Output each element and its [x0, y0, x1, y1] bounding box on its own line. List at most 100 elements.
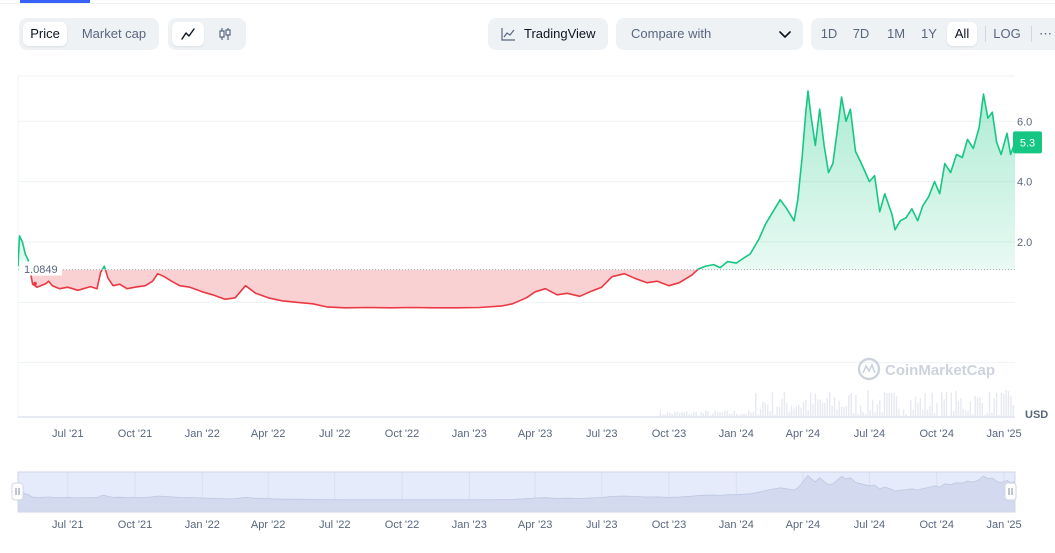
volume-bar: [814, 393, 817, 417]
volume-bar: [936, 403, 938, 417]
volume-bar: [793, 408, 795, 417]
range-all-button[interactable]: All: [947, 22, 977, 46]
price-marketcap-toggle: Price Market cap: [19, 18, 159, 50]
log-scale-button[interactable]: LOG: [993, 26, 1021, 41]
tab-market-cap[interactable]: Market cap: [81, 26, 147, 41]
x-tick-label: Apr '23: [518, 428, 553, 440]
navigator-handle-left[interactable]: [11, 482, 24, 501]
volume-bar: [852, 413, 855, 417]
volume-bar: [759, 408, 762, 417]
volume-bar: [874, 412, 876, 417]
line-chart-icon: [181, 28, 195, 40]
navigator-handle-right[interactable]: [1004, 482, 1017, 501]
chart-toolbar: Price Market cap TradingView Compare wit…: [0, 0, 1055, 60]
volume-bar: [750, 412, 752, 417]
volume-bar: [800, 407, 802, 417]
active-tab-indicator: [20, 0, 90, 3]
range-1d-button[interactable]: 1D: [820, 26, 838, 41]
volume-bar: [838, 400, 840, 417]
volume-bar: [669, 412, 671, 417]
range-divider: [985, 26, 986, 42]
range-1y-button[interactable]: 1Y: [921, 26, 937, 41]
volume-bar: [671, 414, 673, 417]
volume-bar: [678, 412, 681, 417]
volume-bar: [774, 414, 776, 417]
volume-bars: [657, 390, 1014, 417]
navigator-x-tick-label: Jul '24: [854, 519, 885, 531]
volume-bar: [862, 412, 864, 417]
range-7d-button[interactable]: 7D: [852, 26, 870, 41]
volume-bar: [845, 405, 848, 417]
volume-bar: [993, 398, 995, 417]
candlestick-button[interactable]: [208, 22, 242, 46]
volume-bar: [745, 414, 747, 417]
volume-bar: [919, 398, 921, 417]
volume-bar: [786, 402, 788, 417]
start-price-marker: [33, 281, 37, 286]
volume-bar: [1003, 393, 1005, 417]
compare-with-dropdown[interactable]: Compare with: [616, 18, 803, 50]
price-area-down: [18, 269, 1015, 308]
volume-bar: [819, 399, 821, 417]
navigator-x-tick-label: Jan '22: [185, 519, 220, 531]
compare-with-label: Compare with: [631, 26, 712, 41]
range-1m-button[interactable]: 1M: [886, 26, 906, 41]
volume-bar: [902, 409, 905, 417]
volume-bar: [895, 396, 898, 417]
tradingview-button[interactable]: TradingView: [488, 18, 608, 50]
volume-bar: [972, 414, 974, 417]
volume-bar: [674, 411, 676, 417]
volume-bar: [693, 411, 695, 417]
volume-bar: [867, 390, 869, 417]
navigator-selection[interactable]: [17, 471, 1016, 513]
volume-bar: [685, 411, 688, 417]
volume-bar: [664, 414, 666, 417]
volume-bar: [991, 412, 993, 417]
x-tick-label: Apr '22: [251, 428, 286, 440]
more-options-button[interactable]: ⋯: [1039, 26, 1053, 41]
volume-bar: [893, 392, 895, 417]
tab-price[interactable]: Price: [23, 22, 67, 46]
volume-bar: [771, 392, 774, 417]
navigator-x-tick-label: Oct '24: [919, 519, 954, 531]
volume-bar: [733, 411, 735, 417]
volume-bar: [922, 409, 924, 417]
volume-bar: [848, 395, 850, 417]
volume-bar: [1005, 390, 1007, 417]
line-chart-button[interactable]: [172, 22, 204, 46]
volume-bar: [860, 405, 862, 417]
volume-bar: [788, 411, 790, 417]
volume-bar: [709, 415, 712, 417]
volume-bar: [840, 406, 843, 417]
volume-bar: [924, 393, 926, 417]
navigator-x-tick-label: Oct '22: [385, 519, 420, 531]
volume-bar: [850, 393, 852, 417]
volume-bar: [995, 392, 998, 417]
volume-bar: [662, 414, 664, 417]
volume-bar: [969, 401, 972, 417]
x-tick-label: Oct '22: [385, 428, 420, 440]
volume-bar: [817, 399, 819, 417]
volume-bar: [948, 415, 950, 417]
volume-bar: [941, 392, 943, 417]
volume-bar: [926, 409, 929, 417]
tradingview-label: TradingView: [524, 26, 596, 41]
volume-bar: [914, 396, 917, 417]
coinmarketcap-watermark: CoinMarketCap: [857, 357, 995, 381]
candlestick-icon: [219, 28, 231, 40]
volume-bar: [831, 405, 833, 417]
volume-bar: [681, 411, 683, 417]
volume-bar: [697, 415, 700, 417]
x-tick-label: Jan '23: [452, 428, 487, 440]
navigator-x-tick-label: Oct '21: [118, 519, 153, 531]
volume-bar: [666, 411, 669, 417]
volume-bar: [957, 401, 960, 417]
volume-bar: [955, 390, 957, 417]
volume-bar: [781, 398, 783, 417]
volume-bar: [764, 402, 766, 417]
volume-bar: [945, 392, 948, 417]
volume-bar: [705, 410, 707, 417]
baseline-label-bg: [20, 261, 62, 276]
volume-bar: [690, 413, 693, 417]
